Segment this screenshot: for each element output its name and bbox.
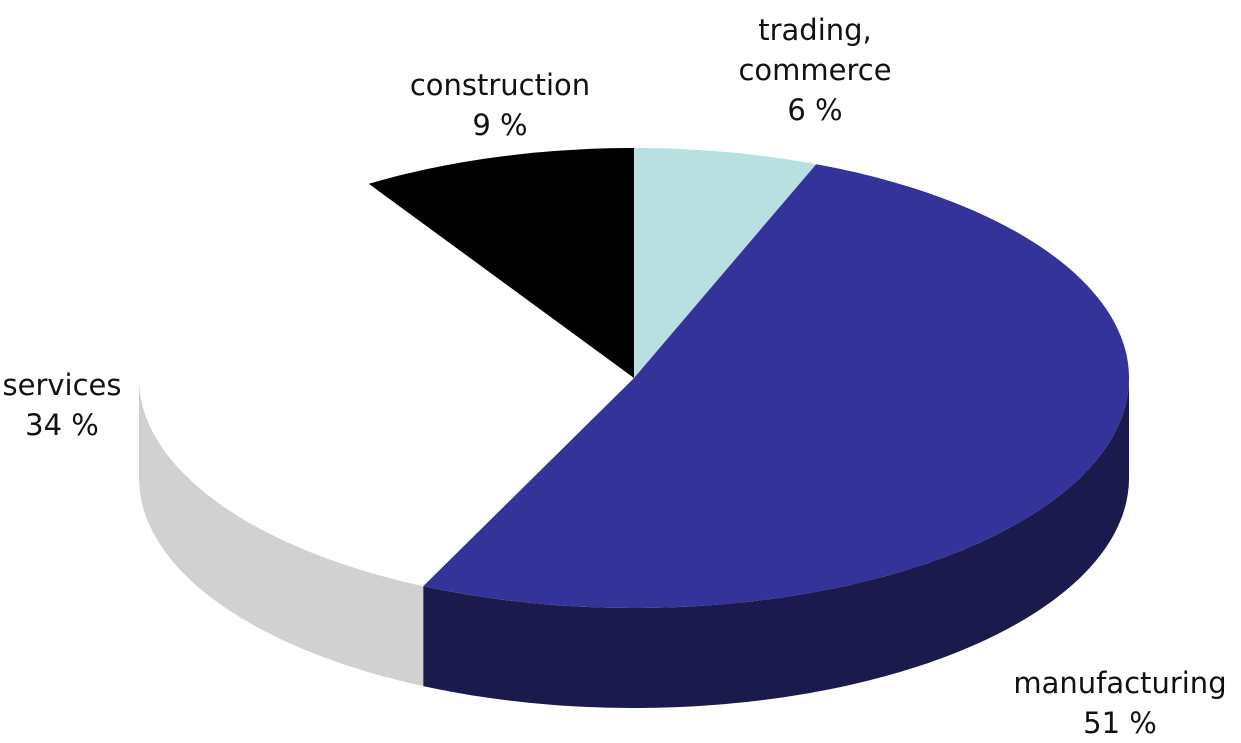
category-label: construction	[409, 68, 591, 102]
category-label: manufacturing	[1013, 666, 1227, 700]
value-label: 9 %	[472, 108, 528, 142]
data-label: services 34 %	[0, 365, 142, 445]
value-label: 6 %	[787, 93, 843, 127]
value-label: 51 %	[1083, 706, 1157, 740]
value-label: 34 %	[25, 408, 99, 442]
slice	[423, 164, 1129, 608]
slice	[139, 183, 634, 587]
slice-side	[423, 378, 1129, 708]
data-label: construction 9 %	[370, 65, 630, 145]
slice	[368, 148, 634, 378]
slice-side	[139, 378, 424, 687]
category-label: trading, commerce	[738, 13, 892, 87]
data-label: manufacturing 51 %	[990, 663, 1241, 743]
category-label: services	[2, 368, 122, 402]
data-label: trading, commerce 6 %	[735, 10, 895, 130]
slice	[634, 148, 817, 378]
